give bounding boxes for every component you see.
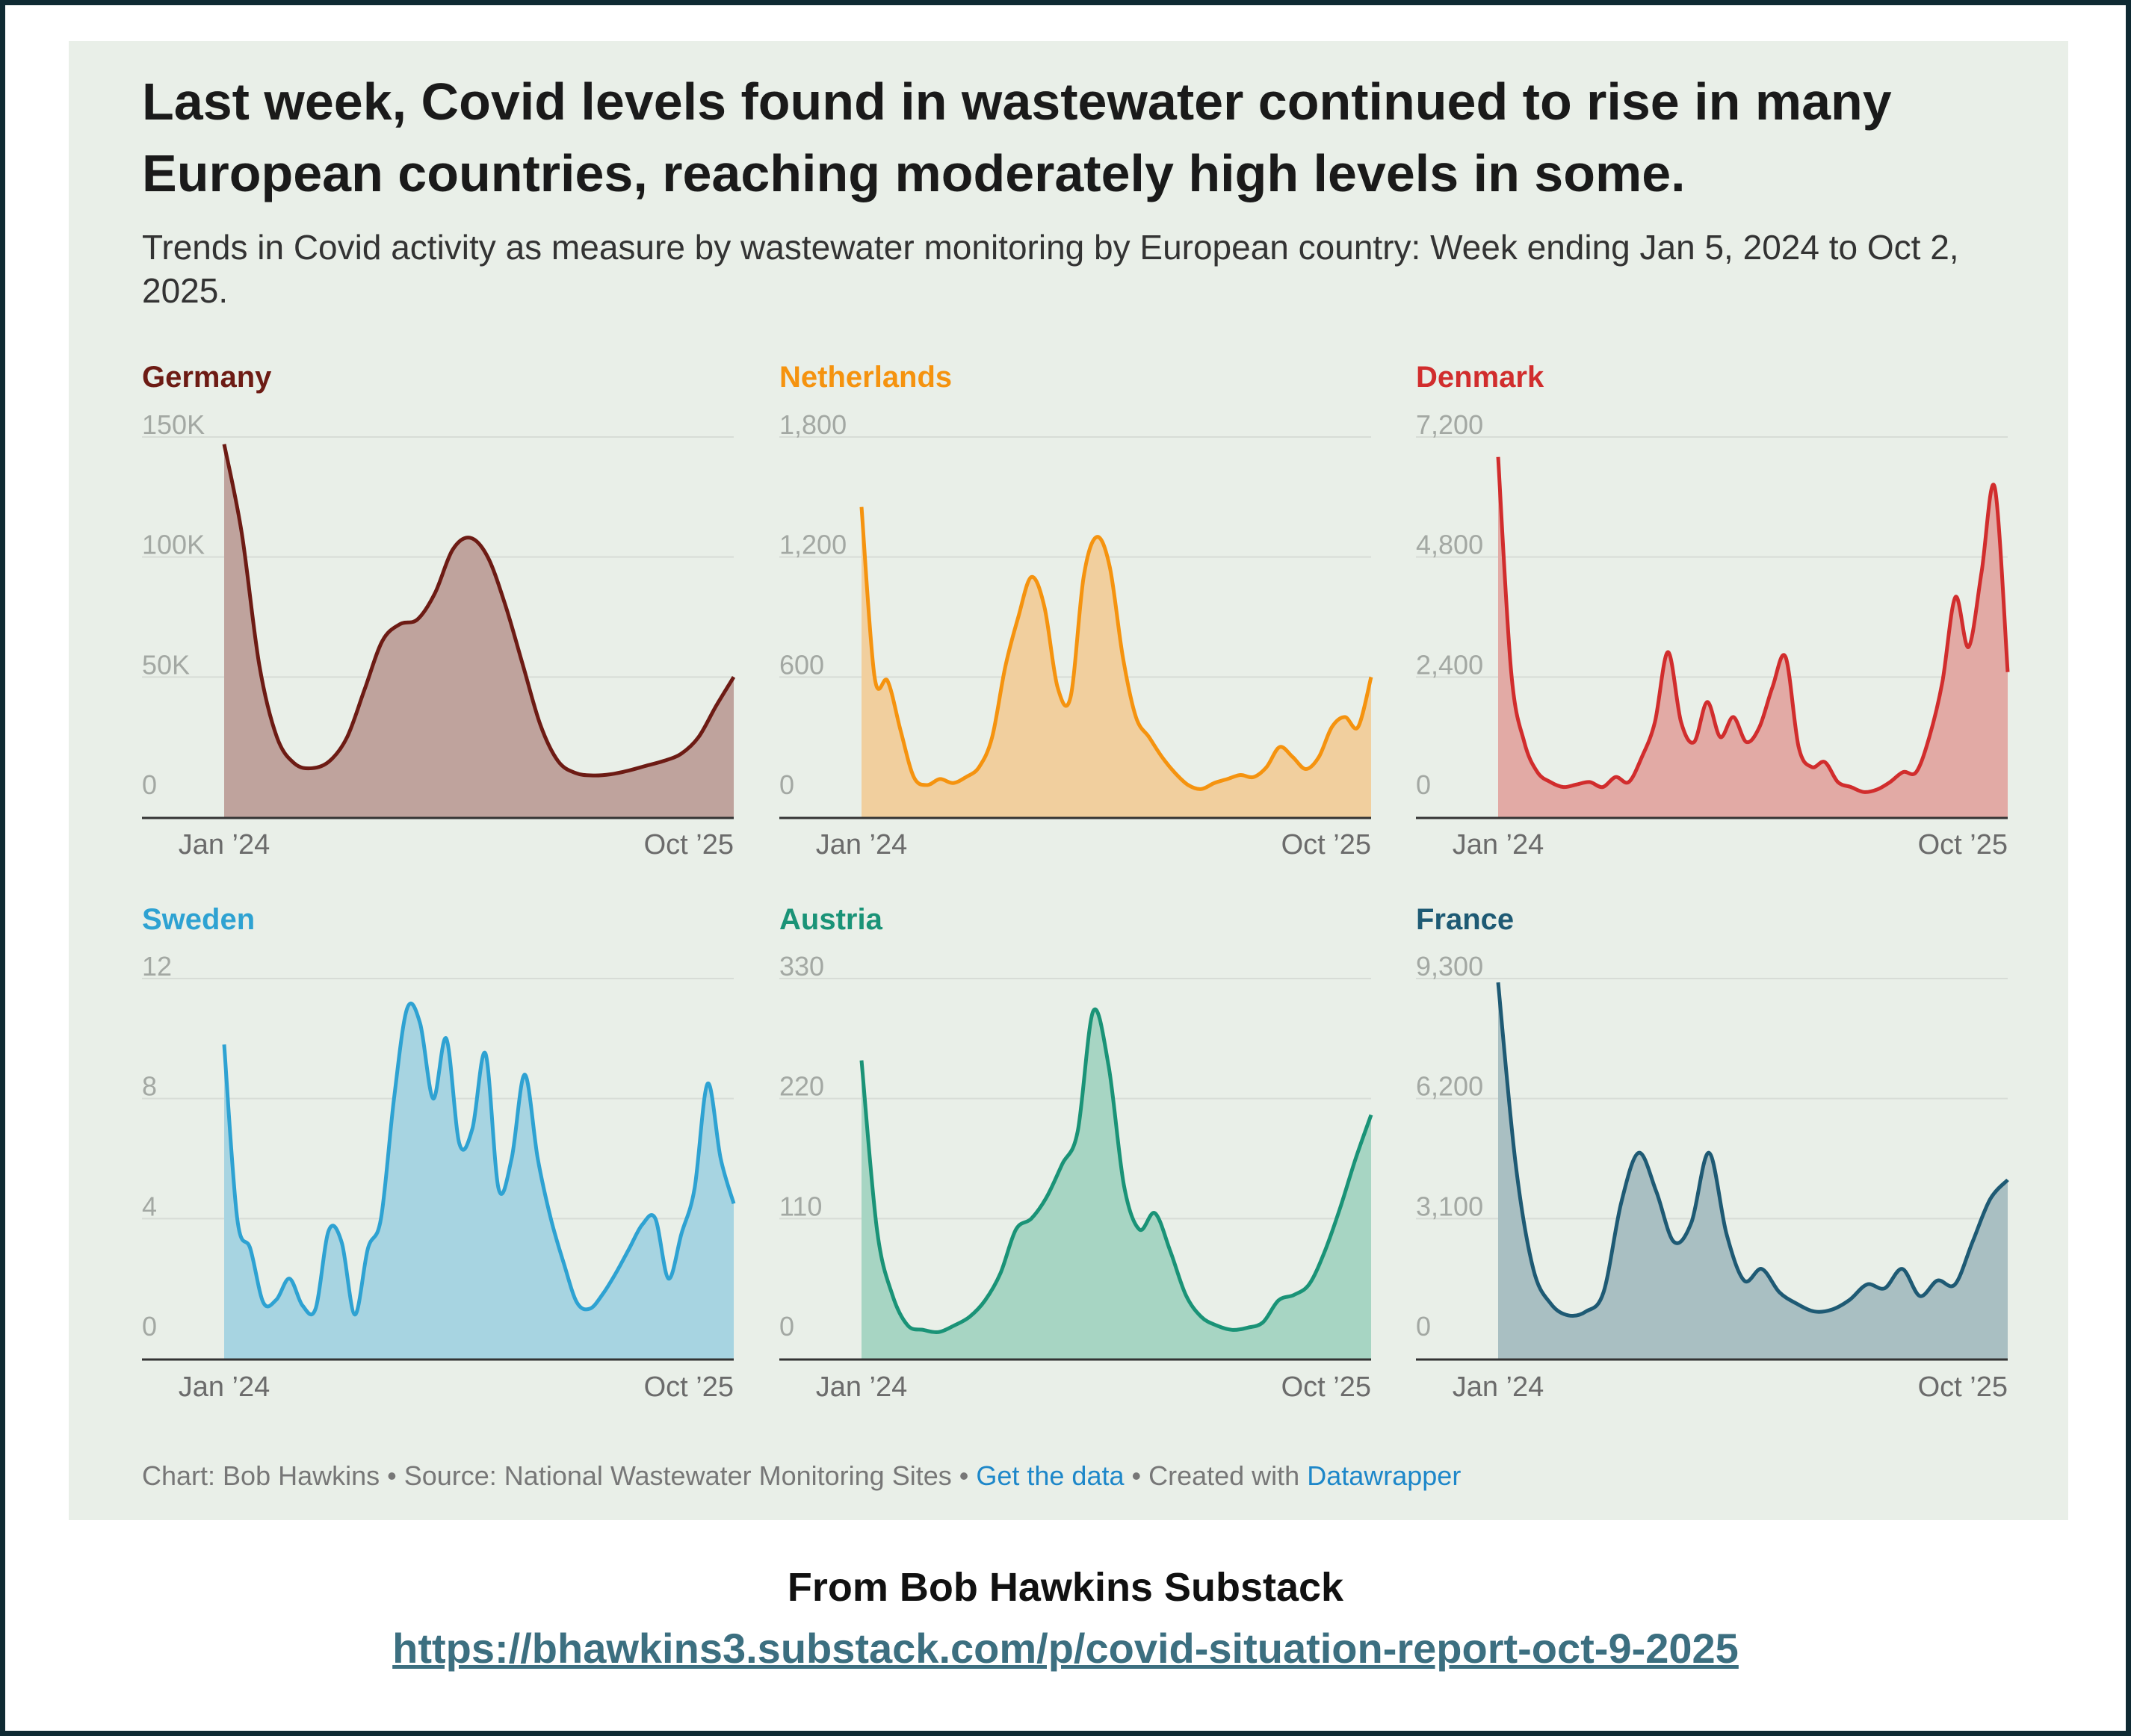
denmark-ytick-label: 2,400 xyxy=(1416,649,1483,680)
sweden-chart: Sweden 0 4 8 12 Jan ’24 Oct ’25 xyxy=(142,903,736,1403)
denmark-ytick-label: 4,800 xyxy=(1416,530,1483,560)
footer-source: Chart: Bob Hawkins • Source: National Wa… xyxy=(142,1460,977,1491)
germany-ytick-label: 100K xyxy=(142,530,205,560)
sweden-ytick-label: 12 xyxy=(142,951,172,982)
denmark-ytick-label: 0 xyxy=(1416,769,1431,800)
netherlands-title: Netherlands xyxy=(779,361,952,394)
austria-ytick-label: 110 xyxy=(779,1191,822,1221)
netherlands-ytick-label: 600 xyxy=(779,649,824,680)
austria-ytick-label: 0 xyxy=(779,1311,794,1342)
netherlands-line xyxy=(859,506,1373,791)
france-ytick-label: 0 xyxy=(1416,1311,1431,1342)
germany-chart: Germany 0 50K 100K 150K Jan ’24 Oct ’25 xyxy=(142,361,736,861)
france-title: France xyxy=(1416,903,1514,936)
denmark-line xyxy=(1496,456,2010,794)
germany-ytick-label: 150K xyxy=(142,409,205,440)
austria-chart: Austria 0 110 220 330 Jan ’24 Oct ’25 xyxy=(779,903,1373,1403)
netherlands-ytick-label: 0 xyxy=(779,769,794,800)
france-line xyxy=(1496,982,2009,1318)
austria-area xyxy=(862,1009,1371,1360)
sweden-xtick-label: Oct ’25 xyxy=(644,1371,734,1403)
germany-area xyxy=(224,444,734,818)
austria-xtick-label: Oct ’25 xyxy=(1281,1371,1371,1403)
denmark-area xyxy=(1498,456,2008,818)
get-data-link[interactable]: Get the data xyxy=(976,1460,1125,1491)
germany-xtick-label: Oct ’25 xyxy=(644,829,734,861)
sweden-xtick-label: Jan ’24 xyxy=(179,1371,270,1403)
source-url-link[interactable]: https://bhawkins3.substack.com/p/covid-s… xyxy=(392,1625,1739,1672)
france-xtick-label: Jan ’24 xyxy=(1453,1371,1544,1403)
germany-xtick-label: Jan ’24 xyxy=(179,829,270,861)
france-xtick-label: Oct ’25 xyxy=(1918,1371,2008,1403)
austria-xtick-label: Jan ’24 xyxy=(816,1371,908,1403)
chart-title: Last week, Covid levels found in wastewa… xyxy=(142,72,1892,202)
france-ytick-label: 3,100 xyxy=(1416,1191,1483,1221)
austria-ytick-label: 220 xyxy=(779,1071,824,1102)
germany-title: Germany xyxy=(142,361,272,394)
sweden-line xyxy=(222,1001,736,1317)
footer-created-with: • Created with xyxy=(1124,1460,1308,1491)
denmark-xtick-label: Oct ’25 xyxy=(1918,829,2008,861)
france-area xyxy=(1498,982,2008,1360)
france-ytick-label: 9,300 xyxy=(1416,951,1483,982)
france-chart: France 0 3,100 6,200 9,300 Jan ’24 Oct ’25 xyxy=(1416,903,2009,1403)
credit-line: From Bob Hawkins Substack xyxy=(787,1565,1344,1610)
netherlands-area xyxy=(862,506,1371,818)
sweden-area xyxy=(224,1003,734,1360)
denmark-chart: Denmark 0 2,400 4,800 7,200 Jan ’24 Oct ’25 xyxy=(1416,361,2010,861)
netherlands-chart: Netherlands 0 600 1,200 1,800 Jan ’24 Oct ’25 xyxy=(779,361,1373,861)
netherlands-xtick-label: Oct ’25 xyxy=(1281,829,1371,861)
france-ytick-label: 6,200 xyxy=(1416,1071,1483,1102)
chart-footer: Chart: Bob Hawkins • Source: National Wa… xyxy=(142,1460,2010,1492)
denmark-xtick-label: Jan ’24 xyxy=(1453,829,1544,861)
chart-subtitle: Trends in Covid activity as measure by w… xyxy=(142,228,1959,310)
austria-line xyxy=(859,1007,1373,1334)
netherlands-ytick-label: 1,200 xyxy=(779,530,847,560)
sweden-title: Sweden xyxy=(142,903,255,936)
sweden-ytick-label: 0 xyxy=(142,1311,157,1342)
netherlands-ytick-label: 1,800 xyxy=(779,409,847,440)
germany-ytick-label: 50K xyxy=(142,649,190,680)
denmark-ytick-label: 7,200 xyxy=(1416,409,1483,440)
austria-ytick-label: 330 xyxy=(779,951,824,982)
germany-line xyxy=(222,444,736,778)
denmark-title: Denmark xyxy=(1416,361,1544,394)
netherlands-xtick-label: Jan ’24 xyxy=(816,829,908,861)
austria-title: Austria xyxy=(779,903,883,936)
germany-ytick-label: 0 xyxy=(142,769,157,800)
sweden-ytick-label: 4 xyxy=(142,1191,157,1221)
sweden-ytick-label: 8 xyxy=(142,1071,157,1102)
datawrapper-link[interactable]: Datawrapper xyxy=(1307,1460,1462,1491)
